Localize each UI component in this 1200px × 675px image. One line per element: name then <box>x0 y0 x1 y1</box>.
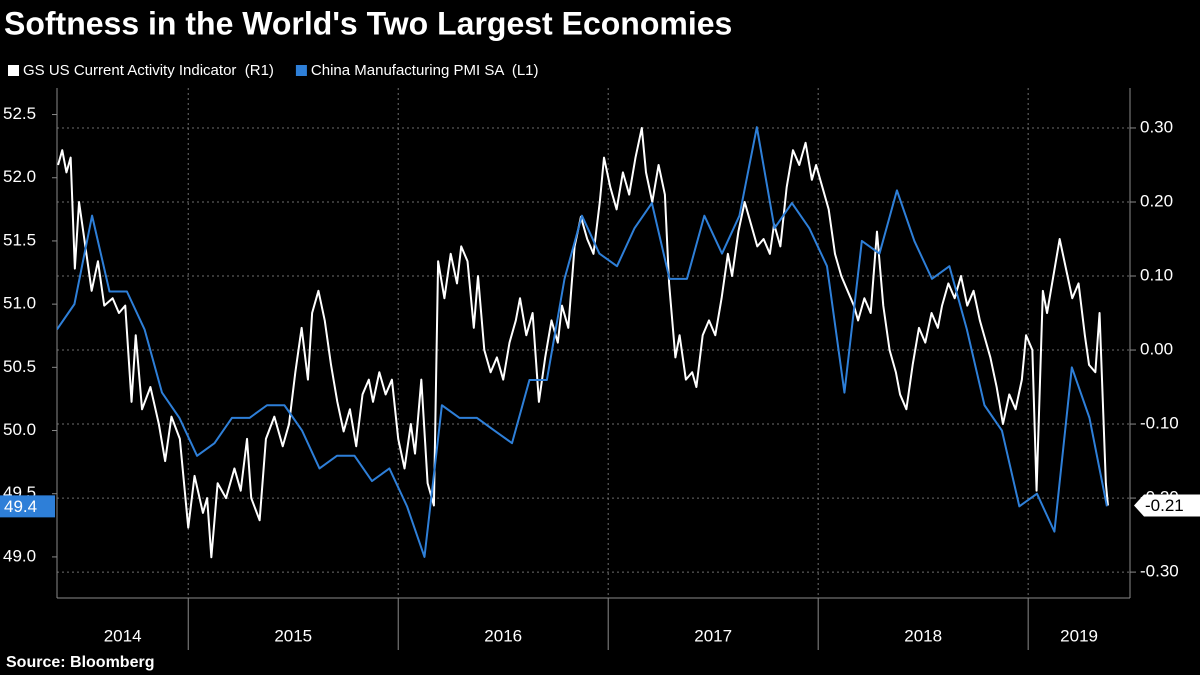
last-value-tag <box>1134 494 1200 517</box>
y2-tick-label: 0.00 <box>1140 340 1173 359</box>
source-note: Source: Bloomberg <box>6 654 154 671</box>
legend-swatch <box>295 65 307 76</box>
y2-tick-label: 0.20 <box>1140 191 1173 210</box>
axes <box>52 88 1136 650</box>
y-tick-label: 52.5 <box>3 104 36 123</box>
x-tick-label: 2014 <box>104 626 142 645</box>
y2-tick-label: 0.30 <box>1140 117 1173 136</box>
x-tick-label: 2017 <box>694 626 732 645</box>
labels: 49.049.550.050.551.051.552.052.5-0.30-0.… <box>0 62 1200 645</box>
x-tick-label: 2019 <box>1060 626 1098 645</box>
legend-swatch <box>8 65 19 76</box>
series-line <box>57 126 1109 559</box>
y2-tick-label: 0.10 <box>1140 265 1173 284</box>
legend-label: GS US Current Activity Indicator (R1) <box>23 62 274 79</box>
series-line <box>57 126 1108 558</box>
chart-title: Softness in the World's Two Largest Econ… <box>4 5 732 41</box>
last-value-label: 49.4 <box>4 497 37 516</box>
last-value-tag <box>0 495 55 518</box>
plot-lines <box>57 126 1109 559</box>
y-tick-label: 51.5 <box>3 230 36 249</box>
y-tick-label: 50.0 <box>3 420 36 439</box>
x-tick-label: 2018 <box>904 626 942 645</box>
y-tick-label: 52.0 <box>3 167 36 186</box>
y-tick-label: 50.5 <box>3 357 36 376</box>
x-tick-label: 2016 <box>484 626 522 645</box>
y-tick-label: 51.0 <box>3 294 36 313</box>
y2-tick-label: -0.10 <box>1140 414 1179 433</box>
x-tick-label: 2015 <box>274 626 312 645</box>
legend-label: China Manufacturing PMI SA (L1) <box>311 62 539 79</box>
y2-tick-label: -0.30 <box>1140 562 1179 581</box>
y-tick-label: 49.0 <box>3 546 36 565</box>
last-value-label: -0.21 <box>1145 496 1184 515</box>
